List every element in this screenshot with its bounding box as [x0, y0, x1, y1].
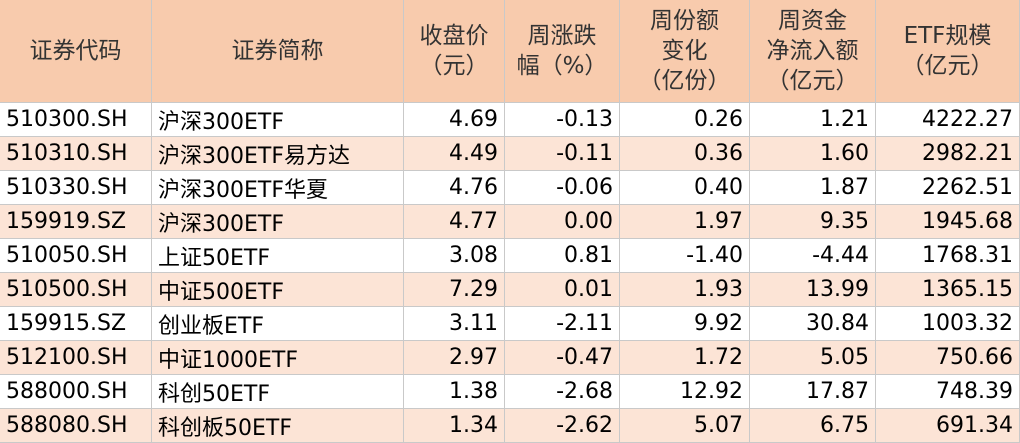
- table-cell: 1003.32: [876, 307, 1020, 341]
- table-cell: 科创板50ETF: [152, 409, 404, 443]
- table-cell: 17.87: [750, 375, 876, 409]
- header-text: 净流入额: [766, 38, 859, 64]
- table-cell: 1768.31: [876, 239, 1020, 273]
- table-cell: 2982.21: [876, 137, 1020, 171]
- table-cell: 上证50ETF: [152, 239, 404, 273]
- table-cell: 0.01: [505, 273, 620, 307]
- table-cell: 科创50ETF: [152, 375, 404, 409]
- header-text: 周资金: [778, 8, 847, 34]
- table-cell: 5.05: [750, 341, 876, 375]
- table-cell: 沪深300ETF: [152, 103, 404, 137]
- table-cell: 9.92: [620, 307, 750, 341]
- table-cell: 0.81: [505, 239, 620, 273]
- header-cell: 周涨跌幅（%）: [505, 0, 620, 103]
- table-cell: 沪深300ETF易方达: [152, 137, 404, 171]
- table-cell: 3.08: [404, 239, 505, 273]
- header-text: 幅（%）: [516, 53, 608, 79]
- table-cell: 1.87: [750, 171, 876, 205]
- table-cell: -2.68: [505, 375, 620, 409]
- header-cell: ETF规模 （亿元）: [876, 0, 1020, 103]
- table-cell: 1945.68: [876, 205, 1020, 239]
- header-text: 证券代码: [29, 38, 122, 64]
- table-cell: 30.84: [750, 307, 876, 341]
- table-cell: 1.97: [620, 205, 750, 239]
- table-cell: 3.11: [404, 307, 505, 341]
- header-text: （元）: [419, 53, 489, 79]
- table-cell: 2.97: [404, 341, 505, 375]
- table-cell: 510310.SH: [0, 137, 152, 171]
- table-cell: 6.75: [750, 409, 876, 443]
- table-cell: -2.11: [505, 307, 620, 341]
- table-cell: 510330.SH: [0, 171, 152, 205]
- header-text: 周份额: [650, 8, 719, 34]
- table-cell: 4.49: [404, 137, 505, 171]
- table-cell: 588080.SH: [0, 409, 152, 443]
- header-text: （亿元）: [766, 68, 859, 94]
- table-cell: 0.40: [620, 171, 750, 205]
- table-cell: -0.11: [505, 137, 620, 171]
- table-cell: 1.34: [404, 409, 505, 443]
- header-cell: 周份额变化 （亿份）: [620, 0, 750, 103]
- table-cell: 510300.SH: [0, 103, 152, 137]
- table-cell: -0.13: [505, 103, 620, 137]
- header-cell: 收盘价 （元）: [404, 0, 505, 103]
- table-cell: 1.72: [620, 341, 750, 375]
- table-cell: 中证1000ETF: [152, 341, 404, 375]
- table-cell: 沪深300ETF: [152, 205, 404, 239]
- table-cell: -1.40: [620, 239, 750, 273]
- table-cell: -4.44: [750, 239, 876, 273]
- table-cell: 0.00: [505, 205, 620, 239]
- table-cell: -2.62: [505, 409, 620, 443]
- table-cell: 9.35: [750, 205, 876, 239]
- table-cell: 沪深300ETF华夏: [152, 171, 404, 205]
- table-cell: 748.39: [876, 375, 1020, 409]
- table-cell: 13.99: [750, 273, 876, 307]
- table-cell: 510500.SH: [0, 273, 152, 307]
- header-text: （亿份）: [638, 68, 731, 94]
- header-cell: 证券代码: [0, 0, 152, 103]
- table-cell: 中证500ETF: [152, 273, 404, 307]
- table-cell: 4222.27: [876, 103, 1020, 137]
- table-cell: 5.07: [620, 409, 750, 443]
- table-cell: 159919.SZ: [0, 205, 152, 239]
- table-cell: 159915.SZ: [0, 307, 152, 341]
- table-cell: 0.36: [620, 137, 750, 171]
- header-cell: 证券简称: [152, 0, 404, 103]
- table-cell: -0.47: [505, 341, 620, 375]
- header-text: 周涨跌: [527, 23, 597, 49]
- header-text: ETF规模: [903, 23, 992, 49]
- table-cell: 1.93: [620, 273, 750, 307]
- header-text: 证券简称: [231, 38, 324, 64]
- header-cell: 周资金净流入额 （亿元）: [750, 0, 876, 103]
- table-cell: 4.77: [404, 205, 505, 239]
- header-text: 变化: [661, 38, 708, 64]
- table-cell: 1365.15: [876, 273, 1020, 307]
- table-cell: 1.21: [750, 103, 876, 137]
- table-cell: 1.38: [404, 375, 505, 409]
- table-cell: 2262.51: [876, 171, 1020, 205]
- table-cell: 0.26: [620, 103, 750, 137]
- table-cell: 12.92: [620, 375, 750, 409]
- table-cell: 1.60: [750, 137, 876, 171]
- table-cell: 创业板ETF: [152, 307, 404, 341]
- table-cell: 4.69: [404, 103, 505, 137]
- table-cell: 7.29: [404, 273, 505, 307]
- table-cell: -0.06: [505, 171, 620, 205]
- table-cell: 512100.SH: [0, 341, 152, 375]
- table-cell: 588000.SH: [0, 375, 152, 409]
- header-text: 收盘价: [419, 23, 489, 49]
- header-text: （亿元）: [901, 53, 994, 79]
- table-cell: 4.76: [404, 171, 505, 205]
- table-cell: 510050.SH: [0, 239, 152, 273]
- table-cell: 750.66: [876, 341, 1020, 375]
- table-cell: 691.34: [876, 409, 1020, 443]
